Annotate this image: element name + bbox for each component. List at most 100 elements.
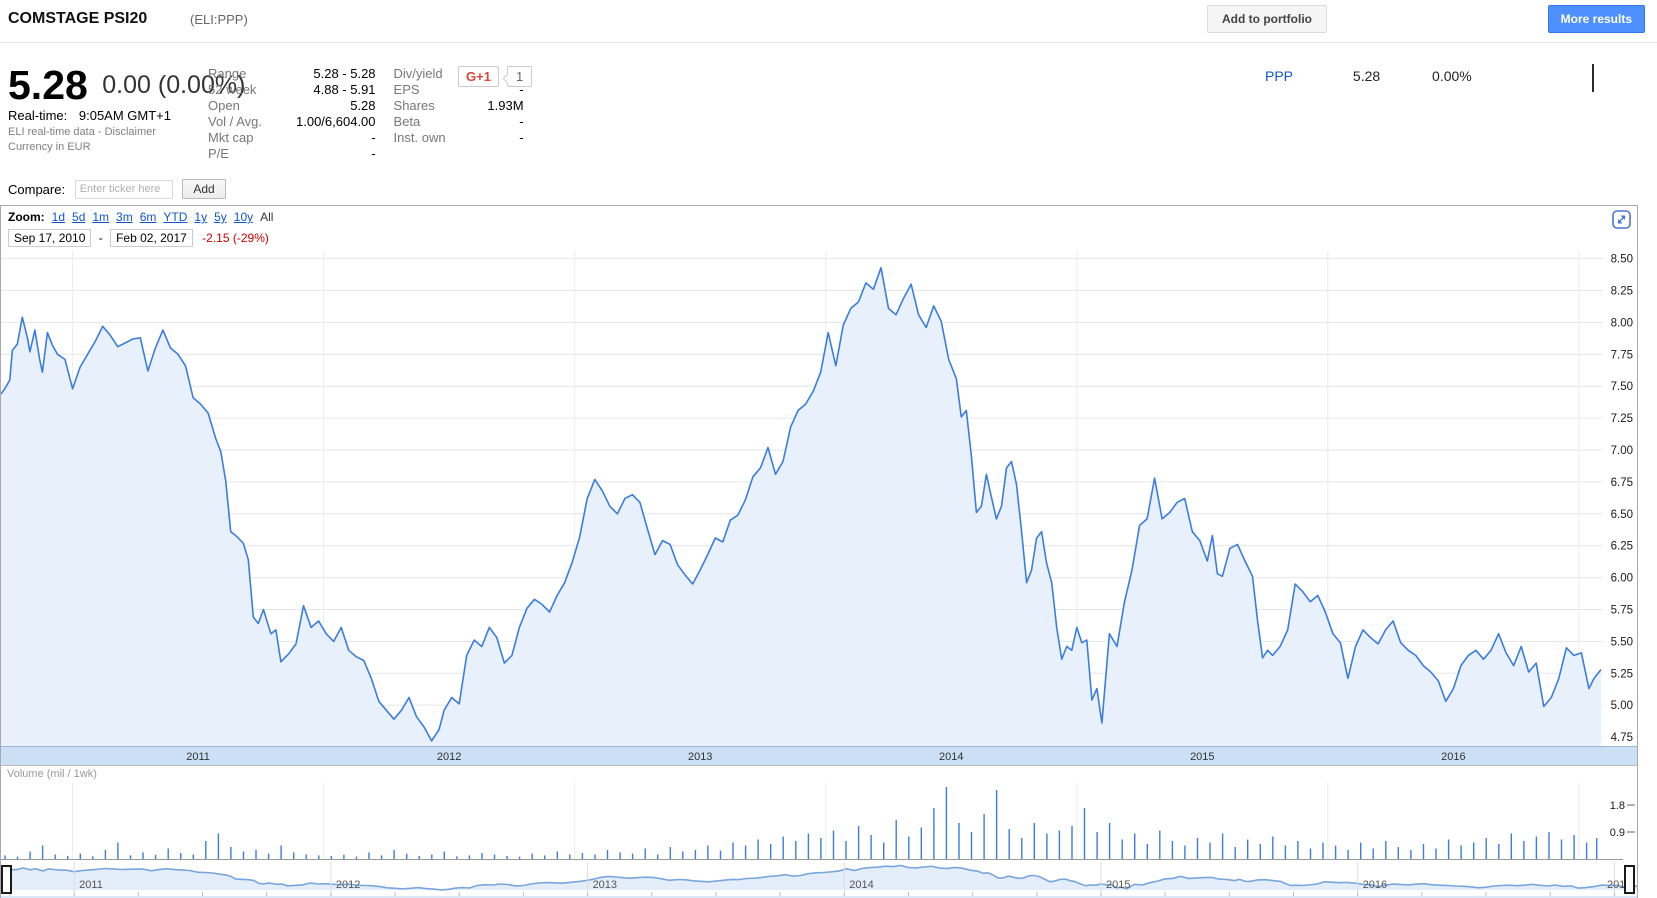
current-price: 5.28 (8, 62, 88, 108)
stat-value: - (519, 130, 524, 145)
stats-row: P/E - (208, 146, 524, 162)
key-stats-table: Range 5.28 - 5.28 Div/yield -52 week 4.8… (208, 66, 524, 162)
timeline-slider[interactable]: 2011 2012 2013 2014 2015 2016 2017 (1, 862, 1637, 898)
stat-label: Inst. own (393, 130, 446, 145)
related-ticker-link[interactable]: PPP (1265, 68, 1294, 84)
stats-row: Mkt cap - Inst. own - (208, 130, 524, 146)
range-all-selected[interactable]: All (260, 210, 274, 224)
page-title: COMSTAGE PSI20 (8, 10, 148, 27)
y-axis-label: 8.00 (1611, 317, 1633, 329)
stat-value: 5.28 (350, 98, 376, 113)
stat-label: EPS (393, 82, 420, 97)
volume-pane-label: Volume (mil / 1wk) (7, 768, 97, 780)
x-axis-year-label: 2014 (939, 751, 963, 763)
range-link-ytd[interactable]: YTD (163, 210, 188, 224)
related-ticker-row: PPP 5.28 0.00% (1265, 68, 1472, 84)
slider-year-label: 2014 (849, 879, 873, 891)
date-separator: - (98, 231, 103, 245)
related-ticker-change: 0.00% (1432, 68, 1472, 84)
y-axis-label: 6.00 (1611, 573, 1633, 585)
stat-label: Range (208, 66, 247, 81)
y-axis-label: 6.75 (1611, 477, 1633, 489)
stat-value: 4.88 - 5.91 (313, 82, 376, 97)
quote-block: 5.28 0.00 (0.00%) Real-time: 9:05AM GMT+… (8, 62, 246, 153)
slider-handle-left[interactable] (1, 865, 12, 894)
compare-add-button[interactable]: Add (182, 179, 226, 199)
compare-row: Compare: Add (8, 179, 226, 201)
data-source-note[interactable]: ELI real-time data - Disclaimer (8, 126, 156, 138)
volume-axis-label: 1.8 (1610, 800, 1625, 812)
stat-label: Mkt cap (208, 130, 254, 145)
stat-value (466, 146, 524, 162)
y-axis-label: 8.25 (1611, 286, 1633, 298)
range-link-3m[interactable]: 3m (116, 210, 133, 224)
date-from-input[interactable]: Sep 17, 2010 (8, 229, 92, 247)
stat-value: 1.93M (487, 98, 524, 113)
stat-label: Div/yield (393, 66, 443, 81)
x-axis-year-label: 2015 (1190, 751, 1214, 763)
zoom-range-row: Zoom: 1d 5d 1m 3m 6m YTD 1y 5y 10y All (8, 210, 273, 224)
range-link-1m[interactable]: 1m (92, 210, 110, 224)
add-to-portfolio-button[interactable]: Add to portfolio (1207, 5, 1327, 33)
date-to-input[interactable]: Feb 02, 2017 (110, 229, 193, 247)
more-results-button[interactable]: More results (1547, 5, 1645, 33)
stat-value: 5.28 - 5.28 (313, 66, 376, 81)
realtime-value: 9:05AM GMT+1 (78, 108, 171, 123)
stat-value: - (371, 146, 376, 161)
range-link-1y[interactable]: 1y (194, 210, 208, 224)
currency-note: Currency in EUR (8, 141, 91, 153)
stat-value: 1.00/6,604.00 (296, 114, 376, 129)
y-axis-label: 7.50 (1611, 381, 1633, 393)
stat-label: Beta (393, 114, 421, 129)
y-axis-label: 4.75 (1611, 732, 1633, 744)
y-axis-label: 5.75 (1611, 604, 1633, 616)
related-ticker-price: 5.28 (1352, 68, 1381, 84)
y-axis-label: 7.00 (1611, 445, 1633, 457)
stat-label (394, 146, 466, 162)
range-link-10y[interactable]: 10y (233, 210, 254, 224)
y-axis-label: 8.50 (1611, 254, 1633, 266)
stats-row: Vol / Avg. 1.00/6,604.00 Beta - (208, 114, 524, 130)
stats-row: Range 5.28 - 5.28 Div/yield - (208, 66, 524, 82)
header: COMSTAGE PSI20 (ELI:PPP) Add to portfoli… (0, 0, 1657, 43)
stat-value: - (519, 82, 524, 97)
x-axis-year-label: 2012 (437, 751, 461, 763)
slider-year-label: 2016 (1363, 879, 1387, 891)
mini-sparkline (1592, 64, 1594, 92)
volume-chart[interactable]: 0.9 1.8 (1, 765, 1637, 862)
stat-label: Vol / Avg. (208, 114, 262, 129)
stat-label: P/E (208, 146, 229, 161)
range-link-5y[interactable]: 5y (214, 210, 227, 224)
price-chart[interactable]: 4.75 5.00 5.25 5.50 5.75 6.00 6.25 6.50 6.75 7.00… (1, 251, 1637, 765)
realtime-row: Real-time: 9:05AM GMT+1 (8, 108, 268, 123)
y-axis-label: 5.00 (1611, 700, 1633, 712)
range-link-5d[interactable]: 5d (72, 210, 86, 224)
stat-label: Shares (393, 98, 435, 113)
y-axis-label: 5.50 (1611, 636, 1633, 648)
slider-year-label: 2011 (79, 879, 103, 891)
gplus-widget: G+1 1 (458, 66, 533, 87)
price-change: 0.00 (0.00%) (102, 71, 246, 99)
x-axis-year-label: 2013 (688, 751, 712, 763)
date-range-row: Sep 17, 2010 - Feb 02, 2017 -2.15 (-29%) (8, 229, 269, 247)
x-axis-year-label: 2011 (186, 751, 210, 763)
stats-row: 52 week 4.88 - 5.91 EPS - (208, 82, 524, 98)
gplus-button[interactable]: G+1 (458, 66, 499, 87)
chart-settings-icon[interactable] (1612, 210, 1631, 229)
slider-handle-right[interactable] (1624, 865, 1635, 894)
range-link-6m[interactable]: 6m (139, 210, 157, 224)
stat-value: - (371, 130, 376, 145)
realtime-label: Real-time: (8, 108, 68, 123)
y-axis-label: 7.25 (1611, 413, 1633, 425)
stat-value: - (519, 114, 524, 129)
y-axis-label: 6.50 (1611, 509, 1633, 521)
gplus-count: 1 (502, 66, 533, 87)
slider-year-label: 2013 (593, 879, 617, 891)
compare-ticker-input[interactable] (74, 179, 173, 199)
zoom-label: Zoom: (8, 210, 45, 224)
range-link-1d[interactable]: 1d (51, 210, 66, 224)
stat-label: Open (208, 98, 240, 113)
chart-container: Zoom: 1d 5d 1m 3m 6m YTD 1y 5y 10y All Sep 17, 201… (0, 205, 1638, 898)
gplus-count-value: 1 (515, 69, 524, 84)
